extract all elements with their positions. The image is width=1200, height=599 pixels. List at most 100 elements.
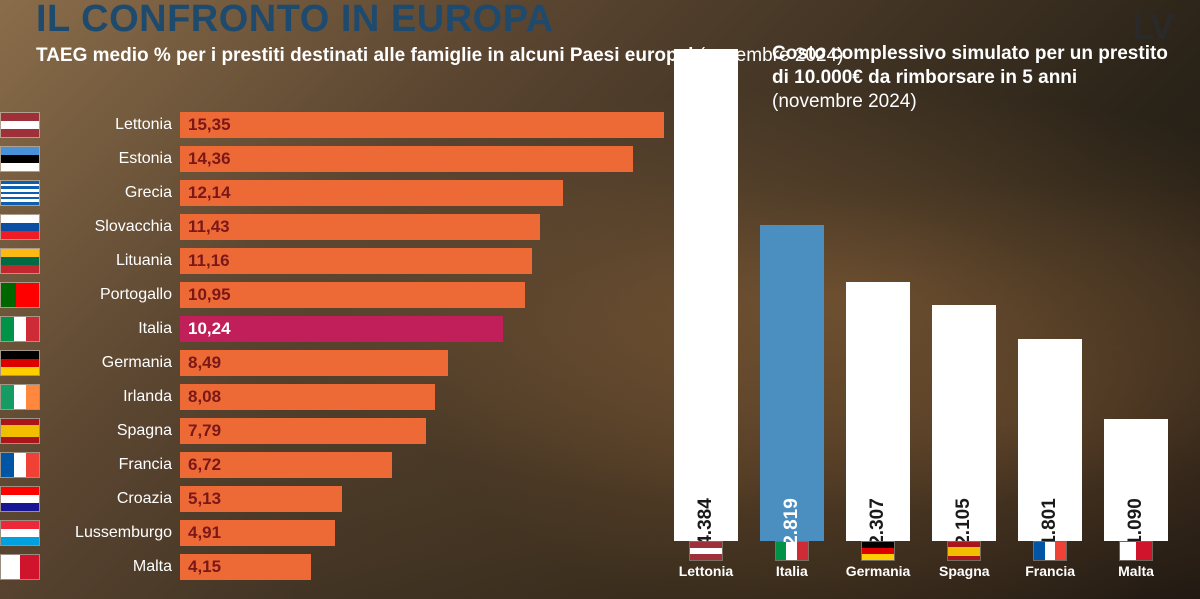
country-label: Lituania bbox=[46, 252, 180, 270]
bar-row: Spagna7,79 bbox=[0, 414, 700, 448]
bar: 4,15 bbox=[180, 554, 311, 580]
flag-it bbox=[0, 316, 40, 342]
country-label: Grecia bbox=[46, 184, 180, 202]
taeg-bar-chart: Lettonia15,35Estonia14,36Grecia12,14Slov… bbox=[0, 108, 700, 584]
bar-row: Estonia14,36 bbox=[0, 142, 700, 176]
column-bar: 2.307 bbox=[846, 282, 910, 541]
column-label-wrap: Malta bbox=[1104, 541, 1168, 585]
cost-column-chart: 4.384 2.819 2.307 2.105 1.801 1.090 Lettonia I… bbox=[666, 25, 1176, 585]
column-bar: 1.090 bbox=[1104, 419, 1168, 541]
bar: 12,14 bbox=[180, 180, 563, 206]
column-labels: Lettonia Italia Germania Spagna Francia Malta bbox=[666, 541, 1176, 585]
column: 2.105 bbox=[932, 305, 996, 541]
country-label: Irlanda bbox=[46, 388, 180, 406]
country-label: Estonia bbox=[46, 150, 180, 168]
bar: 11,43 bbox=[180, 214, 540, 240]
flag-it bbox=[775, 541, 809, 561]
column-country-label: Italia bbox=[776, 563, 808, 579]
bar: 6,72 bbox=[180, 452, 392, 478]
bar: 10,95 bbox=[180, 282, 525, 308]
flag-ee bbox=[0, 146, 40, 172]
column: 1.090 bbox=[1104, 419, 1168, 541]
bar: 8,49 bbox=[180, 350, 448, 376]
bar-row: Italia10,24 bbox=[0, 312, 700, 346]
column: 2.819 bbox=[760, 225, 824, 541]
bar-row: Lettonia15,35 bbox=[0, 108, 700, 142]
flag-fr bbox=[1033, 541, 1067, 561]
flag-lv bbox=[689, 541, 723, 561]
bar-track: 4,91 bbox=[180, 520, 700, 546]
bar: 8,08 bbox=[180, 384, 435, 410]
country-label: Slovacchia bbox=[46, 218, 180, 236]
country-label: Spagna bbox=[46, 422, 180, 440]
bar-track: 8,08 bbox=[180, 384, 700, 410]
bar-track: 8,49 bbox=[180, 350, 700, 376]
column-value: 2.307 bbox=[867, 498, 889, 546]
column-country-label: Francia bbox=[1025, 563, 1075, 579]
column-country-label: Germania bbox=[846, 563, 911, 579]
column-value: 4.384 bbox=[695, 498, 717, 546]
bar: 5,13 bbox=[180, 486, 342, 512]
country-label: Italia bbox=[46, 320, 180, 338]
flag-pt bbox=[0, 282, 40, 308]
column-label-wrap: Germania bbox=[846, 541, 911, 585]
bar-row: Malta4,15 bbox=[0, 550, 700, 584]
column-label-wrap: Lettonia bbox=[674, 541, 738, 585]
bar-track: 11,43 bbox=[180, 214, 700, 240]
bar-row: Slovacchia11,43 bbox=[0, 210, 700, 244]
bar-track: 12,14 bbox=[180, 180, 700, 206]
bar-track: 7,79 bbox=[180, 418, 700, 444]
flag-lt bbox=[0, 248, 40, 274]
column-label-wrap: Francia bbox=[1018, 541, 1082, 585]
bar: 10,24 bbox=[180, 316, 503, 342]
column-country-label: Lettonia bbox=[679, 563, 733, 579]
flag-hr bbox=[0, 486, 40, 512]
column-bar: 2.105 bbox=[932, 305, 996, 541]
bar-row: Irlanda8,08 bbox=[0, 380, 700, 414]
column-value: 2.819 bbox=[781, 498, 803, 546]
flag-es bbox=[947, 541, 981, 561]
bar-row: Croazia5,13 bbox=[0, 482, 700, 516]
column-bar: 4.384 bbox=[674, 49, 738, 541]
bar-track: 10,95 bbox=[180, 282, 700, 308]
column-value: 2.105 bbox=[953, 498, 975, 546]
bar-track: 4,15 bbox=[180, 554, 700, 580]
flag-sk bbox=[0, 214, 40, 240]
country-label: Francia bbox=[46, 456, 180, 474]
flag-fr bbox=[0, 452, 40, 478]
country-label: Lettonia bbox=[46, 116, 180, 134]
subtitle-bold: TAEG medio % per i prestiti destinati al… bbox=[36, 45, 693, 66]
flag-es bbox=[0, 418, 40, 444]
bar: 11,16 bbox=[180, 248, 532, 274]
flag-lv bbox=[0, 112, 40, 138]
column-bar: 2.819 bbox=[760, 225, 824, 541]
country-label: Portogallo bbox=[46, 286, 180, 304]
column-area: 4.384 2.819 2.307 2.105 1.801 1.090 bbox=[666, 25, 1176, 541]
bar: 4,91 bbox=[180, 520, 335, 546]
bar: 15,35 bbox=[180, 112, 664, 138]
bar-track: 11,16 bbox=[180, 248, 700, 274]
column-label-wrap: Spagna bbox=[932, 541, 996, 585]
flag-de bbox=[861, 541, 895, 561]
bar-track: 15,35 bbox=[180, 112, 700, 138]
bar-track: 5,13 bbox=[180, 486, 700, 512]
column: 4.384 bbox=[674, 49, 738, 541]
column-value: 1.801 bbox=[1039, 498, 1061, 546]
bar-row: Germania8,49 bbox=[0, 346, 700, 380]
column-label-wrap: Italia bbox=[760, 541, 824, 585]
bar-row: Lituania11,16 bbox=[0, 244, 700, 278]
bar-track: 10,24 bbox=[180, 316, 700, 342]
bar-row: Lussemburgo4,91 bbox=[0, 516, 700, 550]
bar: 14,36 bbox=[180, 146, 633, 172]
bar-row: Francia6,72 bbox=[0, 448, 700, 482]
bar-row: Portogallo10,95 bbox=[0, 278, 700, 312]
country-label: Croazia bbox=[46, 490, 180, 508]
flag-mt bbox=[0, 554, 40, 580]
bar-track: 6,72 bbox=[180, 452, 700, 478]
column: 1.801 bbox=[1018, 339, 1082, 541]
flag-mt bbox=[1119, 541, 1153, 561]
flag-lu bbox=[0, 520, 40, 546]
bar-track: 14,36 bbox=[180, 146, 700, 172]
column-value: 1.090 bbox=[1125, 498, 1147, 546]
country-label: Lussemburgo bbox=[46, 524, 180, 542]
